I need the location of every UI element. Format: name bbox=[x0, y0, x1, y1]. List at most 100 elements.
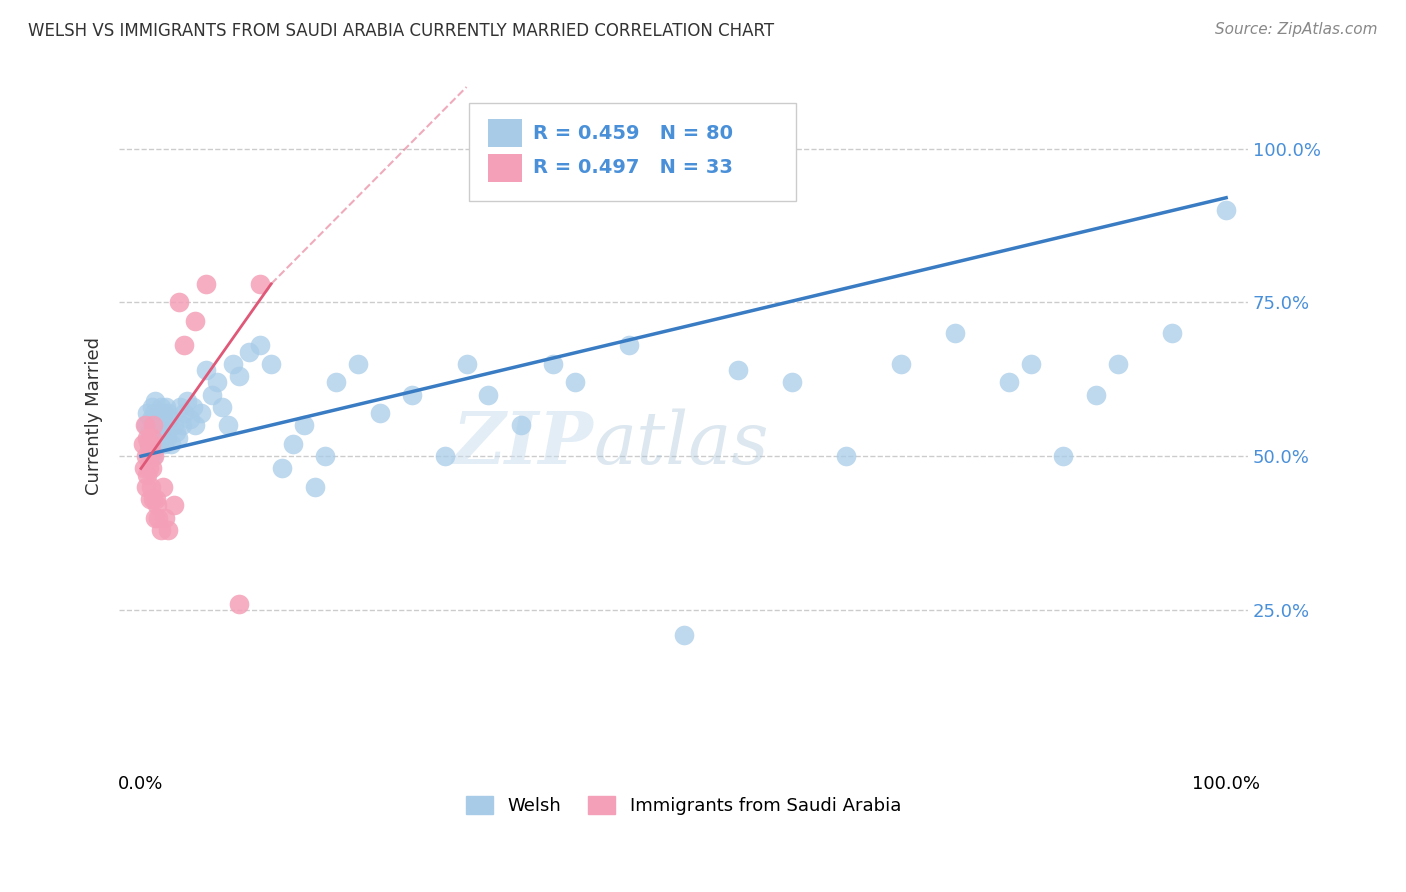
Point bbox=[157, 523, 180, 537]
Point bbox=[148, 406, 170, 420]
Point bbox=[138, 492, 160, 507]
Point bbox=[249, 277, 271, 291]
Point bbox=[619, 338, 641, 352]
Bar bbox=[488, 154, 522, 182]
Point bbox=[169, 400, 191, 414]
Point bbox=[153, 510, 176, 524]
Point bbox=[368, 406, 391, 420]
Point bbox=[143, 510, 166, 524]
Point bbox=[138, 449, 160, 463]
Point bbox=[142, 449, 165, 463]
Point bbox=[152, 480, 174, 494]
Point bbox=[173, 338, 195, 352]
Point bbox=[139, 480, 162, 494]
Bar bbox=[488, 120, 522, 147]
Point bbox=[1160, 326, 1182, 340]
Point bbox=[152, 406, 174, 420]
Point bbox=[139, 412, 162, 426]
Point bbox=[184, 418, 207, 433]
Point bbox=[217, 418, 239, 433]
Point bbox=[138, 461, 160, 475]
Point bbox=[195, 277, 218, 291]
Point bbox=[139, 437, 162, 451]
Point bbox=[179, 412, 201, 426]
Point bbox=[211, 400, 233, 414]
Point bbox=[138, 425, 160, 439]
Point bbox=[172, 418, 194, 433]
Point bbox=[181, 400, 204, 414]
Point bbox=[135, 480, 157, 494]
Point bbox=[153, 418, 176, 433]
Legend: Welsh, Immigrants from Saudi Arabia: Welsh, Immigrants from Saudi Arabia bbox=[457, 787, 910, 824]
Text: atlas: atlas bbox=[593, 409, 769, 479]
Point bbox=[162, 418, 184, 433]
Point bbox=[142, 418, 165, 433]
Point bbox=[145, 431, 167, 445]
Point bbox=[135, 449, 157, 463]
Point bbox=[145, 492, 167, 507]
Point bbox=[160, 437, 183, 451]
Point bbox=[150, 412, 173, 426]
Text: R = 0.497   N = 33: R = 0.497 N = 33 bbox=[533, 159, 734, 178]
Point bbox=[167, 295, 190, 310]
Point bbox=[200, 387, 222, 401]
Point bbox=[136, 467, 159, 482]
Point bbox=[222, 357, 245, 371]
Point bbox=[260, 357, 283, 371]
Point bbox=[141, 461, 163, 475]
Point bbox=[433, 449, 456, 463]
Point bbox=[157, 412, 180, 426]
Point bbox=[205, 376, 228, 390]
Point bbox=[564, 376, 586, 390]
Point bbox=[176, 393, 198, 408]
Point bbox=[543, 357, 565, 371]
Point bbox=[146, 499, 169, 513]
Point bbox=[142, 492, 165, 507]
Point bbox=[157, 406, 180, 420]
Point bbox=[304, 480, 326, 494]
Point bbox=[228, 597, 250, 611]
Point bbox=[149, 431, 172, 445]
Point bbox=[143, 393, 166, 408]
Point bbox=[190, 406, 212, 420]
Point bbox=[143, 449, 166, 463]
Point bbox=[134, 418, 156, 433]
Point bbox=[146, 425, 169, 439]
Point bbox=[401, 387, 423, 401]
Point bbox=[152, 437, 174, 451]
Point bbox=[238, 344, 260, 359]
Point bbox=[325, 376, 347, 390]
Point bbox=[173, 406, 195, 420]
Point bbox=[152, 425, 174, 439]
Point bbox=[156, 431, 179, 445]
Point bbox=[138, 437, 160, 451]
Point bbox=[165, 425, 187, 439]
Point bbox=[143, 406, 166, 420]
Text: R = 0.459   N = 80: R = 0.459 N = 80 bbox=[533, 124, 734, 143]
Point bbox=[890, 357, 912, 371]
Point bbox=[943, 326, 966, 340]
Point bbox=[249, 338, 271, 352]
Point bbox=[477, 387, 499, 401]
Text: ZIP: ZIP bbox=[453, 409, 593, 480]
Point bbox=[1084, 387, 1107, 401]
Point bbox=[672, 627, 695, 641]
Point bbox=[141, 431, 163, 445]
Point bbox=[228, 369, 250, 384]
Point bbox=[134, 461, 156, 475]
Point bbox=[136, 406, 159, 420]
Point bbox=[1019, 357, 1042, 371]
Point bbox=[509, 418, 531, 433]
Text: WELSH VS IMMIGRANTS FROM SAUDI ARABIA CURRENTLY MARRIED CORRELATION CHART: WELSH VS IMMIGRANTS FROM SAUDI ARABIA CU… bbox=[28, 22, 775, 40]
Point bbox=[314, 449, 336, 463]
Point bbox=[155, 400, 177, 414]
FancyBboxPatch shape bbox=[470, 103, 796, 201]
Point bbox=[143, 437, 166, 451]
Point bbox=[149, 400, 172, 414]
Point bbox=[167, 431, 190, 445]
Point bbox=[1107, 357, 1129, 371]
Point bbox=[136, 431, 159, 445]
Point bbox=[148, 437, 170, 451]
Point bbox=[1215, 202, 1237, 217]
Point bbox=[835, 449, 858, 463]
